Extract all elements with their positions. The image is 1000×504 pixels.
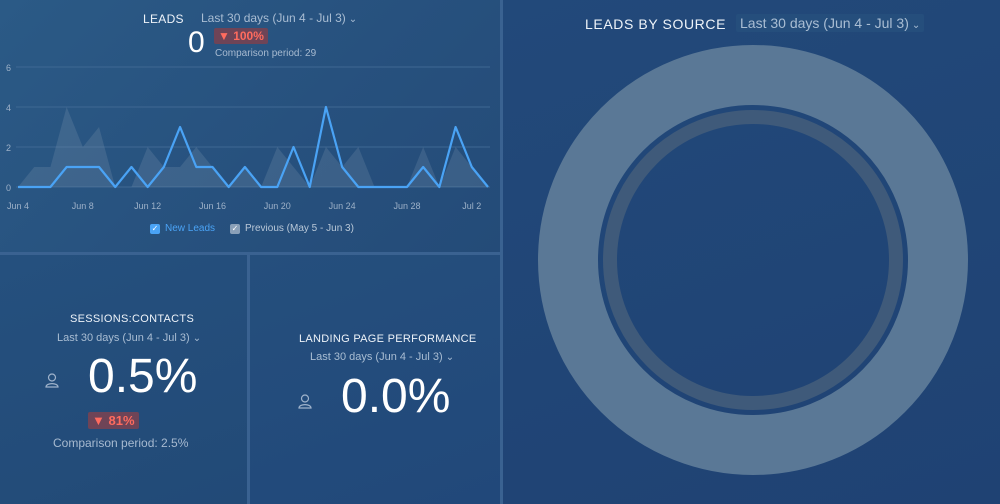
chevron-down-icon: ⌄ [911,20,921,31]
widget-title: LANDING PAGE PERFORMANCE [299,333,477,345]
widget-title: SESSIONS:CONTACTS [70,313,195,325]
divider [0,252,500,255]
x-tick-label: Jun 12 [134,201,161,211]
date-range-dropdown[interactable]: Last 30 days (Jun 4 - Jul 3) ⌄ [736,14,925,32]
x-tick-label: Jun 20 [264,201,291,211]
widget-title: LEADS [143,12,184,26]
y-tick-label: 6 [6,63,11,73]
landing-page-performance-widget: LANDING PAGE PERFORMANCE Last 30 days (J… [250,255,500,504]
date-range-label: Last 30 days (Jun 4 - Jul 3) [201,11,346,25]
change-badge: ▼ 81% [88,412,139,429]
date-range-dropdown[interactable]: Last 30 days (Jun 4 - Jul 3) ⌄ [197,10,361,26]
date-range-label: Last 30 days (Jun 4 - Jul 3) [310,351,443,363]
divider [500,0,503,504]
landing-value: 0.0% [341,370,451,423]
legend-label: Previous (May 5 - Jun 3) [245,223,354,234]
x-tick-label: Jul 2 [462,201,481,211]
series-previous-area [18,107,488,187]
date-range-dropdown[interactable]: Last 30 days (Jun 4 - Jul 3) ⌄ [306,350,458,364]
legend-label: New Leads [165,223,216,234]
checkbox-icon: ✓ [150,223,160,234]
x-tick-label: Jun 4 [7,201,29,211]
leads-by-source-donut-chart [538,45,968,475]
leads-line-chart: Jun 4 Jun 8 Jun 12 Jun 16 Jun 20 Jun 24 Jun 28… [6,63,490,211]
divider [247,255,250,504]
x-tick-label: Jun 24 [329,201,356,211]
leads-value: 0 [188,26,205,59]
user-icon [45,373,59,388]
donut-inner-ring [603,110,903,410]
user-icon [298,394,312,409]
date-range-label: Last 30 days (Jun 4 - Jul 3) [740,15,909,31]
chevron-down-icon: ⌄ [445,352,455,363]
chevron-down-icon: ⌄ [348,14,358,25]
x-tick-label: Jun 8 [72,201,94,211]
date-range-dropdown[interactable]: Last 30 days (Jun 4 - Jul 3) ⌄ [53,331,205,345]
y-tick-label: 0 [6,183,11,193]
comparison-text: Comparison period: 29 [215,48,317,59]
y-tick-label: 4 [6,103,11,113]
legend-item-new-leads[interactable]: ✓ New Leads [150,223,215,234]
chevron-down-icon: ⌄ [192,333,202,344]
y-tick-label: 2 [6,143,11,153]
widget-title: LEADS BY SOURCE [585,16,727,32]
x-tick-label: Jun 28 [393,201,420,211]
checkbox-icon: ✓ [230,223,240,234]
leads-widget: LEADS Last 30 days (Jun 4 - Jul 3) ⌄ 0 ▼ … [0,0,500,252]
donut-ring [538,45,968,475]
leads-by-source-widget: LEADS BY SOURCE Last 30 days (Jun 4 - Ju… [503,0,1000,504]
sessions-contacts-value: 0.5% [88,350,198,403]
sessions-contacts-widget: SESSIONS:CONTACTS Last 30 days (Jun 4 - … [0,255,247,504]
change-badge: ▼ 100% [214,28,268,44]
series-new-leads-line [18,105,489,189]
comparison-text: Comparison period: 2.5% [53,436,189,450]
x-tick-label: Jun 16 [199,201,226,211]
date-range-label: Last 30 days (Jun 4 - Jul 3) [57,332,190,344]
legend-item-previous[interactable]: ✓ Previous (May 5 - Jun 3) [230,223,354,234]
